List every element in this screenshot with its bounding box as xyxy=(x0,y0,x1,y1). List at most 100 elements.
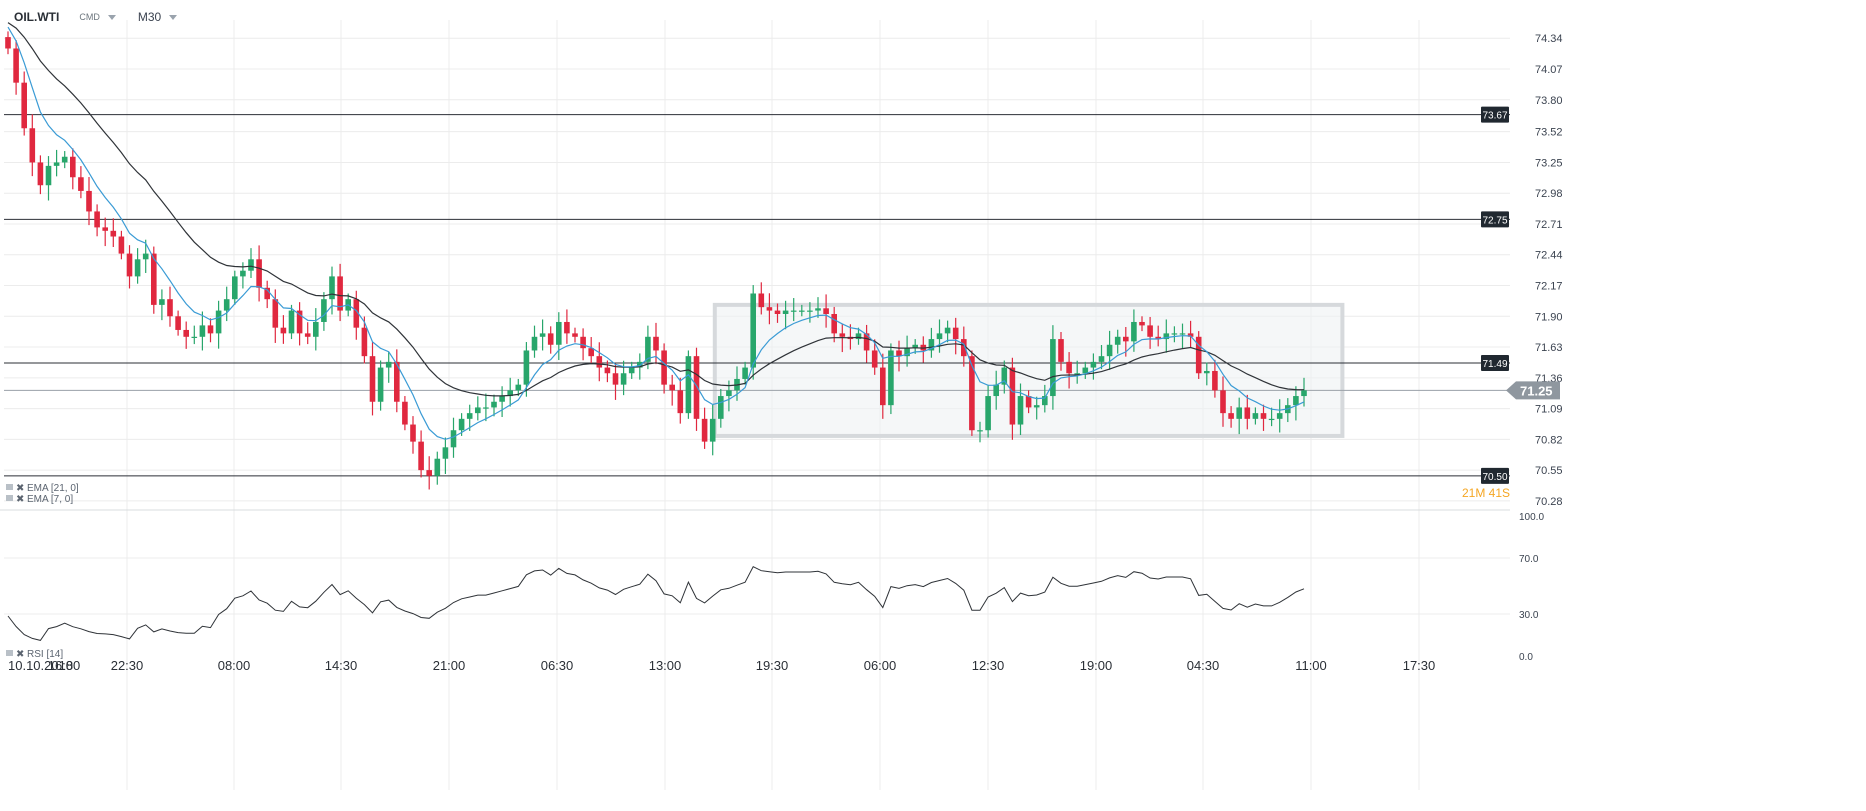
bear-candle xyxy=(1009,367,1016,425)
bull-candle xyxy=(815,308,821,311)
bull-candle xyxy=(61,156,68,163)
timeframe-label[interactable]: M30 xyxy=(137,10,162,24)
bear-candle xyxy=(871,350,878,368)
ema-7-line xyxy=(7,26,1305,440)
bull-candle xyxy=(134,259,141,277)
bull-candle xyxy=(807,310,813,312)
bull-candle xyxy=(1204,370,1210,374)
bear-candle xyxy=(1147,325,1153,337)
bull-candle xyxy=(1276,413,1283,419)
bull-candle xyxy=(215,310,222,334)
price-tick-label: 74.07 xyxy=(1535,64,1563,76)
bear-candle xyxy=(604,367,611,374)
price-tick-label: 70.55 xyxy=(1535,465,1563,477)
bear-candle xyxy=(402,401,408,425)
price-tick-label: 70.28 xyxy=(1535,496,1563,508)
indicator-settings-icon xyxy=(6,484,13,490)
bear-candle xyxy=(831,314,837,334)
time-tick-label: 12:30 xyxy=(972,658,1005,673)
bull-candle xyxy=(475,407,481,414)
bull-candle xyxy=(750,293,756,368)
time-tick-label: 06:30 xyxy=(541,658,574,673)
bear-candle xyxy=(1195,336,1202,374)
bear-candle xyxy=(693,356,700,419)
time-tick-label: 21:00 xyxy=(433,658,466,673)
bull-candle xyxy=(628,367,635,374)
time-tick-label: 04:30 xyxy=(1187,658,1220,673)
time-tick-label: 11:00 xyxy=(1295,658,1327,673)
bull-candle xyxy=(912,344,918,349)
bear-candle xyxy=(361,327,368,357)
symbol-label[interactable]: OIL.WTI xyxy=(14,10,60,24)
bull-candle xyxy=(450,430,457,448)
bear-candle xyxy=(653,336,659,351)
indicator-legend[interactable]: ✖ EMA [21, 0]✖ EMA [7, 0] xyxy=(6,483,79,505)
bull-candle xyxy=(620,373,627,385)
bull-candle xyxy=(1301,390,1307,397)
bear-candle xyxy=(369,356,376,402)
bull-candle xyxy=(458,418,465,431)
bear-candle xyxy=(547,333,554,345)
bull-candle xyxy=(904,348,910,357)
bear-candle xyxy=(21,82,27,129)
horizontal-levels[interactable] xyxy=(4,114,1510,477)
bear-candle xyxy=(29,128,36,163)
bear-candle xyxy=(1244,407,1251,419)
bear-candle xyxy=(94,211,100,228)
price-tick-label: 73.80 xyxy=(1535,95,1563,107)
bull-candle xyxy=(491,401,497,408)
bear-candle xyxy=(1058,339,1064,362)
bull-candle xyxy=(556,321,562,345)
bull-candle xyxy=(1252,413,1259,419)
bear-candle xyxy=(78,177,84,191)
bear-candle xyxy=(151,253,157,305)
bear-candle xyxy=(1155,336,1161,340)
bear-candle xyxy=(118,236,125,254)
instrument-type-label: CMD xyxy=(79,12,100,22)
bear-candle xyxy=(1123,336,1129,342)
bear-candle xyxy=(70,156,76,178)
price-tick-label: 72.98 xyxy=(1535,188,1563,200)
bull-candle xyxy=(888,350,894,406)
rsi-tick-label: 0.0 xyxy=(1519,652,1533,663)
price-tick-label: 71.90 xyxy=(1535,311,1563,323)
price-tick-label: 73.52 xyxy=(1535,127,1563,139)
current-price-label: 71.25 xyxy=(1520,383,1553,398)
symbol-dropdown-icon[interactable] xyxy=(107,14,116,20)
bear-candle xyxy=(353,299,360,328)
bull-candle xyxy=(1106,344,1113,357)
bull-candle xyxy=(1236,407,1242,419)
bear-candle xyxy=(167,299,173,317)
bull-candle xyxy=(1090,361,1097,368)
bear-candle xyxy=(1025,396,1032,408)
bull-candle xyxy=(515,384,522,391)
bear-candle xyxy=(264,287,270,300)
bull-candle xyxy=(377,367,384,402)
bear-candle xyxy=(1139,321,1145,326)
time-tick-label: 17:30 xyxy=(1403,658,1436,673)
bull-candle xyxy=(936,333,943,340)
bull-candle xyxy=(709,418,716,442)
timeframe-dropdown-icon[interactable] xyxy=(169,14,178,20)
level-tag-label: 70.50 xyxy=(1482,472,1507,483)
bull-candle xyxy=(531,336,538,351)
bull-candle xyxy=(985,396,991,431)
bull-candle xyxy=(790,310,797,312)
bear-candle xyxy=(418,441,424,471)
bull-candle xyxy=(313,321,319,337)
time-tick-label: 13:00 xyxy=(649,658,682,673)
bear-candle xyxy=(110,230,117,237)
bear-candle xyxy=(207,325,214,334)
time-tick-label: 16:00 xyxy=(48,658,81,673)
bull-candle xyxy=(507,390,513,397)
bear-candle xyxy=(256,259,262,288)
bull-candle xyxy=(288,310,295,334)
bear-candle xyxy=(961,339,967,357)
bull-candle xyxy=(726,390,732,397)
bear-candle xyxy=(102,227,108,231)
bull-candle xyxy=(685,356,692,414)
rsi-tick-label: 30.0 xyxy=(1519,610,1539,621)
bull-candle xyxy=(782,310,789,314)
bull-candle xyxy=(199,325,206,337)
